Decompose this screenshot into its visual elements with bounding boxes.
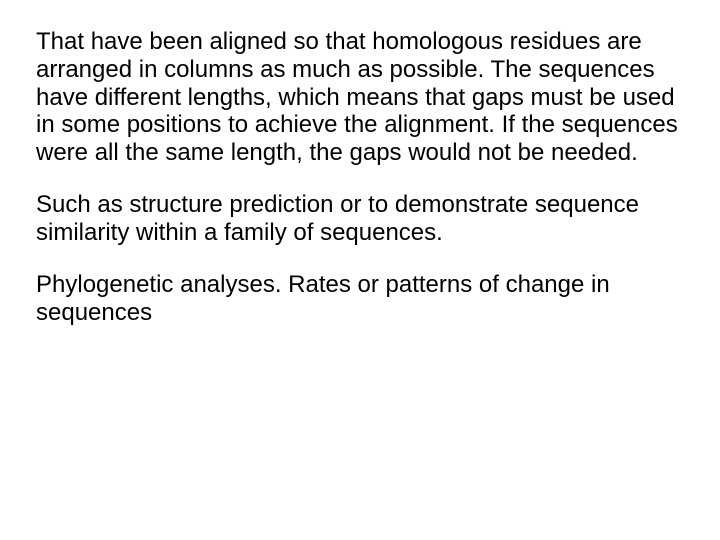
slide-body: That have been aligned so that homologou…	[0, 0, 720, 540]
paragraph-2: Such as structure prediction or to demon…	[36, 191, 680, 247]
paragraph-3: Phylogenetic analyses. Rates or patterns…	[36, 271, 680, 327]
paragraph-1: That have been aligned so that homologou…	[36, 28, 680, 167]
